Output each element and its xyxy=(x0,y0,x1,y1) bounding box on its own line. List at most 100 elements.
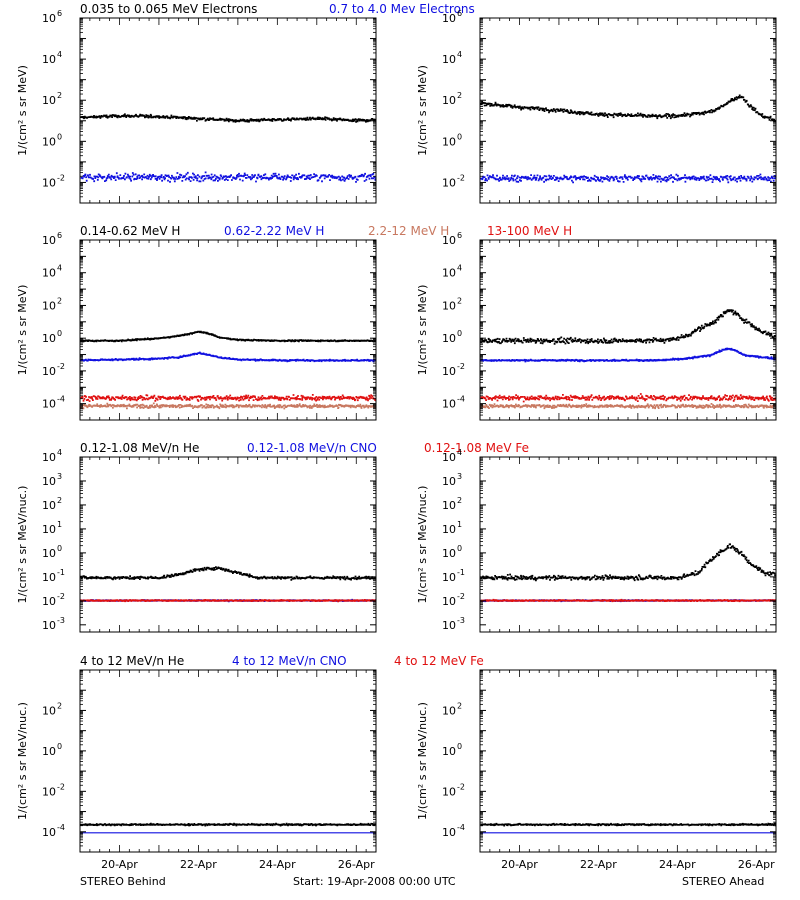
data-point xyxy=(80,566,376,581)
x-tick-label: 26-Apr xyxy=(338,858,375,871)
data-point xyxy=(80,113,376,123)
x-axis: 20-Apr 22-Apr 24-Apr 26-Apr xyxy=(79,670,377,871)
y-tick-label: 10 xyxy=(442,704,456,717)
x-tick-label: 24-Apr xyxy=(659,858,696,871)
y-tick-exponent: 2 xyxy=(457,701,462,710)
title-segment: 2.2-12 MeV H xyxy=(368,224,449,238)
y-tick-exponent: 0 xyxy=(57,132,62,141)
y-axis-label: 1/(cm² s sr MeV) xyxy=(16,65,29,156)
x-axis xyxy=(479,240,777,420)
panel-row-2: 0.14-0.62 MeV H 0.62-2.22 MeV H 2.2-12 MeV… xyxy=(16,224,777,421)
series-points xyxy=(480,543,776,582)
y-tick-label: 10 xyxy=(442,53,456,66)
row-title: 0.12-1.08 MeV/n He 0.12-1.08 MeV/n CNO 0.1… xyxy=(80,441,529,455)
y-tick-label: 10 xyxy=(42,523,56,536)
y-tick-label: 10 xyxy=(42,398,56,411)
y-tick-label: 10 xyxy=(42,451,56,464)
y-tick-label: 10 xyxy=(442,176,456,189)
y-tick-label: 10 xyxy=(442,523,456,536)
y-tick-label: 10 xyxy=(442,332,456,345)
y-tick-exponent: 4 xyxy=(57,50,62,59)
y-axis-label: 1/(cm² s sr MeV) xyxy=(16,285,29,376)
y-tick-exponent: -3 xyxy=(457,616,465,625)
y-tick-label: 10 xyxy=(42,785,56,798)
row-title: 0.14-0.62 MeV H 0.62-2.22 MeV H 2.2-12 MeV… xyxy=(80,224,572,238)
y-tick-label: 10 xyxy=(42,547,56,560)
data-point xyxy=(480,393,776,403)
y-tick-label: 10 xyxy=(442,826,456,839)
series-points xyxy=(80,330,376,343)
series-points xyxy=(80,394,376,402)
plot-area xyxy=(80,566,376,603)
y-tick-exponent: 0 xyxy=(457,132,462,141)
plot-area xyxy=(480,822,776,834)
y-tick-label: 10 xyxy=(42,499,56,512)
y-tick-exponent: -4 xyxy=(57,823,65,832)
y-tick-exponent: 2 xyxy=(57,296,62,305)
x-axis xyxy=(479,457,777,632)
y-tick-exponent: 2 xyxy=(57,91,62,100)
data-point xyxy=(80,402,376,410)
y-tick-label: 10 xyxy=(442,499,456,512)
y-tick-exponent: 6 xyxy=(457,9,462,18)
title-segment: 0.12-1.08 MeV Fe xyxy=(424,441,529,455)
y-tick-label: 10 xyxy=(442,785,456,798)
x-tick-label: 24-Apr xyxy=(259,858,296,871)
y-tick-label: 10 xyxy=(442,595,456,608)
y-tick-label: 10 xyxy=(42,745,56,758)
series-points xyxy=(480,598,776,603)
series-points xyxy=(80,113,376,123)
title-segment: 0.14-0.62 MeV H xyxy=(80,224,180,238)
series-points xyxy=(80,171,376,183)
y-tick-exponent: 0 xyxy=(457,329,462,338)
x-axis: 20-Apr 22-Apr 24-Apr 26-Apr xyxy=(479,670,777,871)
row-title: 0.035 to 0.065 MeV Electrons 0.7 to 4.0 M… xyxy=(80,2,475,16)
y-tick-exponent: -2 xyxy=(457,782,465,791)
x-tick-label: 20-Apr xyxy=(101,858,138,871)
y-tick-exponent: 6 xyxy=(57,231,62,240)
y-tick-label: 10 xyxy=(42,475,56,488)
y-tick-label: 10 xyxy=(42,53,56,66)
data-point xyxy=(80,330,376,343)
y-tick-exponent: -2 xyxy=(457,362,465,371)
series-points xyxy=(80,351,376,363)
series-points xyxy=(80,402,376,410)
title-segment: 0.62-2.22 MeV H xyxy=(224,224,324,238)
footer-right: STEREO Ahead xyxy=(682,875,764,888)
footer-left: STEREO Behind xyxy=(80,875,166,888)
title-segment: 4 to 12 MeV Fe xyxy=(394,654,484,668)
y-tick-exponent: 4 xyxy=(457,448,462,457)
y-tick-exponent: -3 xyxy=(57,616,65,625)
y-axis-label: 1/(cm² s sr MeV) xyxy=(416,65,429,156)
y-tick-exponent: 6 xyxy=(57,9,62,18)
series-points xyxy=(480,822,776,827)
x-tick-label: 26-Apr xyxy=(738,858,775,871)
y-tick-label: 10 xyxy=(442,267,456,280)
y-tick-exponent: 2 xyxy=(457,496,462,505)
y-tick-label: 10 xyxy=(442,234,456,247)
data-point xyxy=(480,173,776,184)
data-point xyxy=(80,351,376,363)
y-tick-label: 10 xyxy=(442,475,456,488)
y-tick-label: 10 xyxy=(42,619,56,632)
data-point xyxy=(480,598,776,603)
plot-area xyxy=(80,113,376,183)
series-points xyxy=(80,822,376,827)
y-tick-label: 10 xyxy=(42,571,56,584)
y-tick-label: 10 xyxy=(442,547,456,560)
y-tick-label: 10 xyxy=(42,135,56,148)
y-tick-exponent: 0 xyxy=(457,544,462,553)
y-tick-label: 10 xyxy=(42,176,56,189)
y-axis-label: 1/(cm² s sr MeV/nuc.) xyxy=(16,486,29,604)
y-axis-label: 1/(cm² s sr MeV) xyxy=(416,285,429,376)
series-points xyxy=(80,599,376,603)
